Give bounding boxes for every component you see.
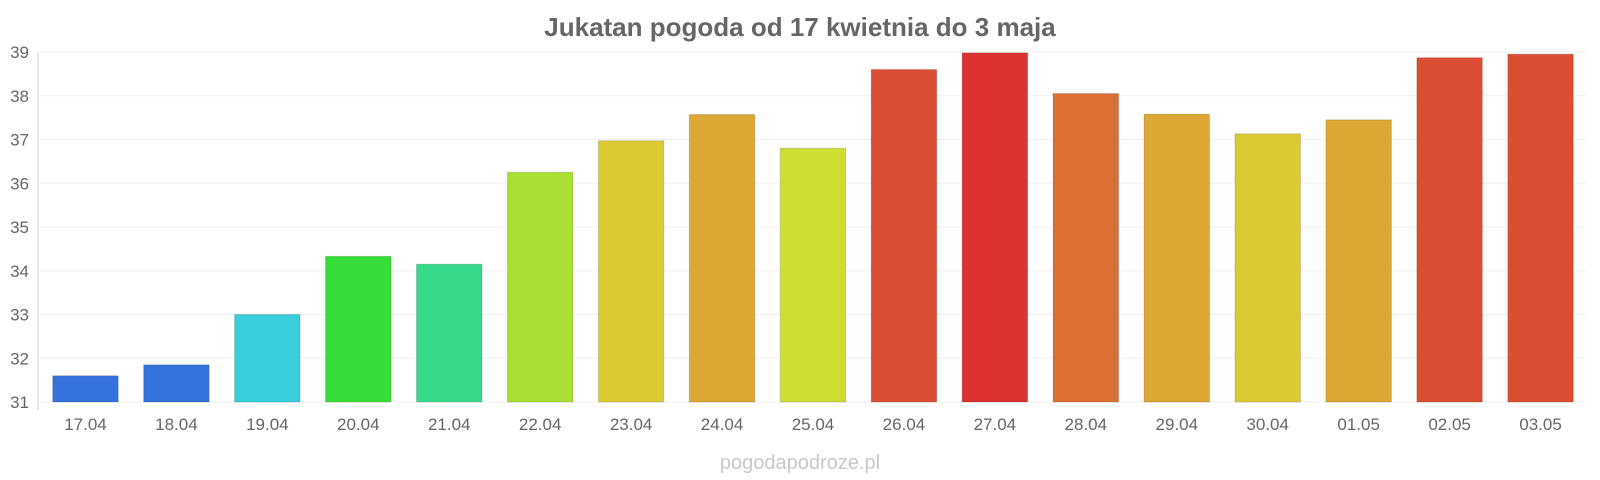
bar-28.04[interactable] <box>1052 93 1120 403</box>
bar-02.05[interactable] <box>1416 57 1483 403</box>
x-tick-label: 21.04 <box>428 415 471 434</box>
source-watermark: pogodapodroze.pl <box>720 452 880 474</box>
bar-01.05[interactable] <box>1325 119 1392 403</box>
x-tick-label: 26.04 <box>883 415 926 434</box>
x-tick-label: 20.04 <box>337 415 380 434</box>
x-tick-label: 02.05 <box>1428 415 1471 434</box>
y-tick-label: 35 <box>10 218 29 237</box>
x-tick-label: 28.04 <box>1065 415 1108 434</box>
x-tick-label: 01.05 <box>1337 415 1380 434</box>
x-tick-label: 03.05 <box>1519 415 1562 434</box>
y-axis: 31 32 33 34 35 36 37 38 39 <box>10 43 39 412</box>
y-tick-label: 37 <box>10 131 29 150</box>
x-tick-label: 29.04 <box>1155 415 1198 434</box>
bar-17.04[interactable] <box>52 375 119 403</box>
y-tick-label: 34 <box>10 262 29 281</box>
bar-21.04[interactable] <box>415 263 483 403</box>
bar-24.04[interactable] <box>688 114 756 403</box>
bar-23.04[interactable] <box>597 140 665 403</box>
bar-20.04[interactable] <box>325 255 392 403</box>
bar-18.04[interactable] <box>143 364 210 403</box>
bar-30.04[interactable] <box>1234 133 1301 403</box>
bar-19.04[interactable] <box>234 314 301 403</box>
x-tick-label: 24.04 <box>701 415 744 434</box>
x-tick-label: 22.04 <box>519 415 562 434</box>
x-tick-label: 25.04 <box>792 415 835 434</box>
bar-27.04[interactable] <box>961 52 1029 403</box>
x-tick-label: 17.04 <box>64 415 107 434</box>
y-tick-label: 32 <box>10 349 29 368</box>
chart-title: Jukatan pogoda od 17 kwietnia do 3 maja <box>544 12 1056 42</box>
x-tick-label: 18.04 <box>155 415 198 434</box>
x-tick-label: 19.04 <box>246 415 289 434</box>
y-tick-label: 38 <box>10 87 29 106</box>
bar-03.05[interactable] <box>1507 53 1574 403</box>
x-tick-label: 30.04 <box>1246 415 1289 434</box>
bar-29.04[interactable] <box>1143 113 1211 403</box>
bar-22.04[interactable] <box>506 171 574 403</box>
y-tick-label: 39 <box>10 43 29 62</box>
y-tick-label: 31 <box>10 393 29 412</box>
x-axis: 17.04 18.04 19.04 20.04 21.04 22.04 23.04 24.04… <box>64 415 1562 434</box>
y-tick-label: 36 <box>10 174 29 193</box>
y-tick-label: 33 <box>10 306 29 325</box>
x-tick-label: 27.04 <box>974 415 1017 434</box>
bar-26.04[interactable] <box>870 69 938 403</box>
bars <box>52 52 1574 403</box>
x-tick-label: 23.04 <box>610 415 653 434</box>
bar-25.04[interactable] <box>779 147 847 403</box>
